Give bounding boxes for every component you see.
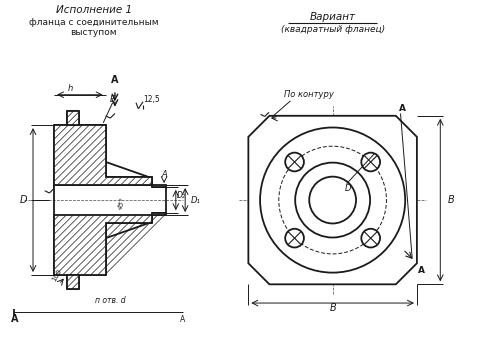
Circle shape [285,153,304,171]
Circle shape [361,153,380,171]
Polygon shape [67,111,79,125]
Text: D₂: D₂ [177,191,186,200]
Text: (квадратный фланец): (квадратный фланец) [281,25,385,34]
Text: По контуру: По контуру [284,90,334,99]
Text: D₁: D₁ [191,195,201,205]
Circle shape [260,127,405,273]
Text: A: A [180,315,185,324]
Text: Вариант: Вариант [310,12,356,22]
Polygon shape [54,213,166,275]
Text: 12,5: 12,5 [143,95,160,104]
Text: A: A [418,266,425,275]
Text: A: A [111,75,119,85]
Text: A: A [161,170,167,179]
Text: 45°: 45° [117,197,127,210]
Text: B: B [447,195,454,205]
Circle shape [285,229,304,248]
Text: h: h [68,84,73,93]
Text: A: A [11,314,18,324]
Circle shape [295,163,370,237]
Polygon shape [54,125,166,187]
Text: 100: 100 [51,268,63,283]
Polygon shape [67,275,79,289]
Circle shape [361,229,380,248]
Text: Б: Б [110,95,116,104]
Text: A: A [399,104,406,113]
Text: D: D [344,184,351,193]
Text: п отв. d: п отв. d [95,296,126,305]
Text: Исполнение 1: Исполнение 1 [56,5,132,15]
Text: фланца с соединительным: фланца с соединительным [29,17,159,26]
Polygon shape [249,116,417,284]
Text: D: D [20,195,27,205]
Text: выступом: выступом [71,28,117,37]
Circle shape [309,177,356,223]
Text: B: B [329,303,336,313]
